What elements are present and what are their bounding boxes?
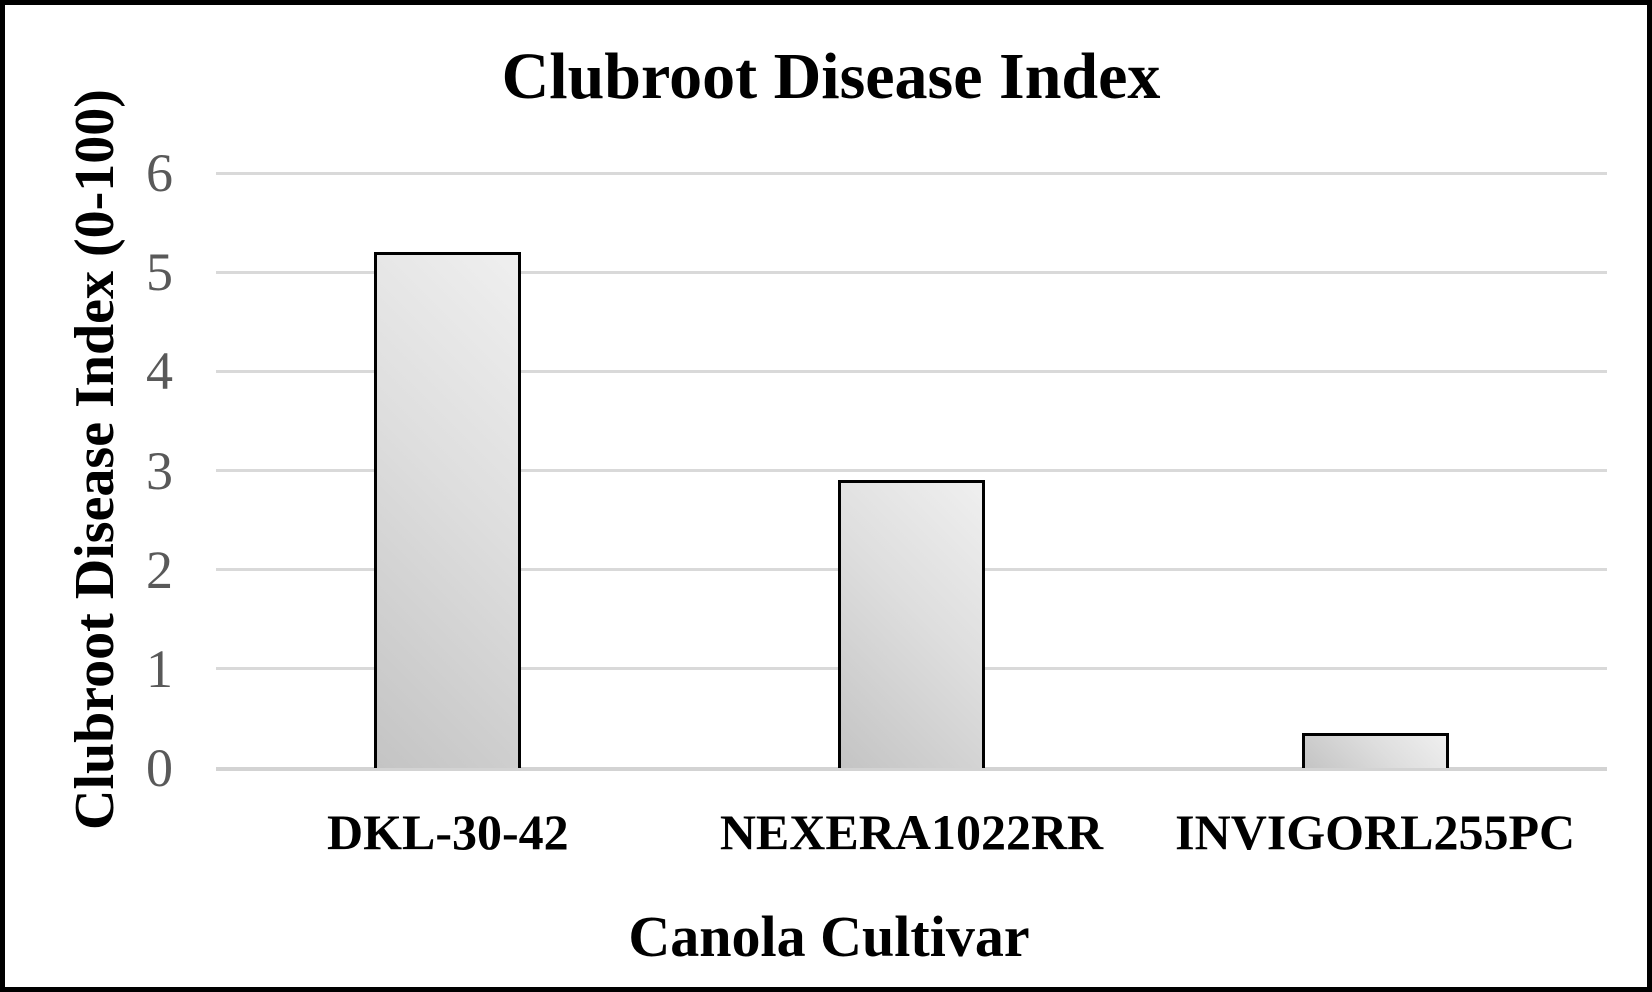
bar-nexera1022rr [838, 480, 985, 768]
x-axis-title: Canola Cultivar [628, 904, 1030, 969]
y-tick-label-0: 0 [146, 738, 173, 798]
gridline-y4 [216, 369, 1607, 373]
y-tick-label-4: 4 [146, 341, 173, 402]
bar-dkl-30-42 [374, 252, 522, 768]
x-category-label-invigorl255pc: INVIGORL255PC [1175, 804, 1576, 860]
chart-title: Clubroot Disease Index [501, 40, 1161, 113]
bar-invigorl255pc [1301, 733, 1449, 768]
x-category-label-nexera1022rr: NEXERA1022RR [719, 804, 1104, 860]
gridline-y5 [216, 270, 1607, 274]
y-tick-label-5: 5 [146, 242, 173, 303]
y-tick-label-6: 6 [146, 143, 173, 203]
gridline-y6 [216, 171, 1607, 175]
y-tick-label-3: 3 [146, 440, 173, 501]
gridline-y0 [216, 766, 1607, 771]
gridline-y3 [216, 469, 1607, 472]
y-tick-label-1: 1 [146, 638, 173, 699]
y-tick-label-2: 2 [146, 539, 173, 600]
x-category-label-dkl-30-42: DKL-30-42 [327, 804, 569, 860]
